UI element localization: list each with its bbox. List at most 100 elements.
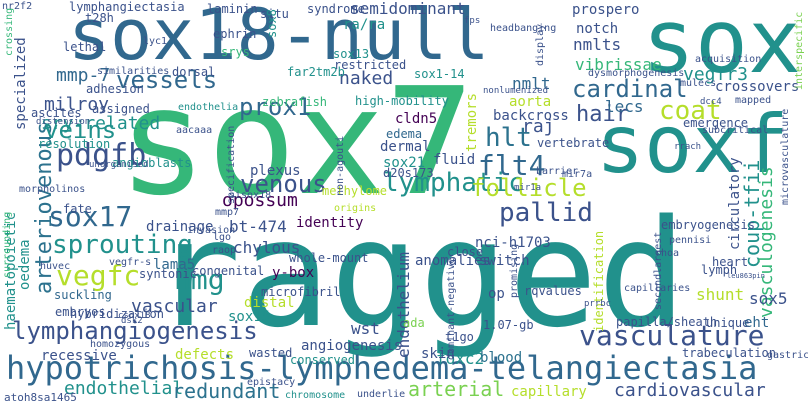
word-sox8: sox8 (265, 9, 279, 38)
word-close: close (447, 245, 484, 259)
word-hypotrichosis: hypotrichosis-lymphedema-telangiectasia (6, 349, 758, 387)
word-venous: venous (240, 170, 327, 198)
word-ragged: ragged (152, 188, 687, 360)
word-assigned: assigned (92, 102, 150, 116)
word-non-agouti: non-agouti (335, 135, 346, 196)
word-resolution: resolution (38, 137, 111, 151)
word-vessels: vessels (116, 66, 218, 94)
word-syndrome: syndrome (307, 2, 365, 16)
word-redundant: redundant (172, 379, 281, 403)
word-pallid: pallid (499, 198, 593, 228)
word-specialized: specialized (13, 37, 29, 130)
word-situ: situ (260, 7, 289, 21)
word-sisox18: sisox18 (229, 190, 272, 201)
word-crossovers: crossovers (715, 79, 800, 95)
word-unorganised: unorganised (89, 160, 149, 170)
word-capillary: capillary (511, 384, 587, 400)
word-edema: edema (386, 127, 423, 141)
word-raop: raop (212, 245, 237, 256)
word-dcc4: dcc4 (700, 97, 722, 107)
word-op: op (488, 286, 505, 302)
word-prox1: prox1 (239, 93, 312, 121)
word-sox13: sox13 (333, 47, 370, 61)
word-vasculature: vasculature (579, 319, 765, 352)
word-sox21: sox21 (383, 155, 426, 171)
word-mmp7: mmp7 (215, 207, 240, 218)
word-suckling: suckling (54, 288, 112, 302)
word-arterial: arterial (408, 377, 505, 401)
word-emergence: emergence (683, 116, 749, 130)
word-subcritical: subcritical (702, 125, 769, 136)
word-epistacy: epistacy (247, 377, 296, 388)
word-csox18: csox18 (118, 311, 151, 321)
word-hair: hair (576, 102, 629, 127)
word-underlie: underlie (357, 389, 406, 400)
word-ascites: ascites (31, 106, 82, 120)
word-prrbc: prrbc (584, 299, 612, 309)
word-dominant-negative: dominant-negative (446, 257, 457, 360)
word-sox15: sox15 (228, 309, 271, 325)
word-ada: ada (403, 316, 425, 330)
word-secondlargest: secondlargest (653, 231, 664, 310)
word-tremors: tremors (464, 92, 480, 152)
word-cardiovascular: cardiovascular (614, 380, 766, 401)
word-vegfc: vegfc (56, 259, 141, 292)
word-mir1a: mir1a (514, 183, 542, 193)
word-rhoa: rhoa (655, 248, 680, 259)
word-distension: distension (36, 117, 91, 127)
word-lyc1: lyc1 (143, 36, 168, 47)
word-zebrafish: zebrafish (262, 95, 328, 109)
word-restricted: restricted (334, 58, 407, 72)
word-nci-h1703: nci-h1703 (475, 235, 551, 251)
word-aorta: aorta (509, 94, 552, 110)
word-huvec: huvec (40, 261, 71, 272)
word-lama5: lama5 (153, 257, 196, 273)
word-similarities: similarities (97, 66, 170, 77)
word-t1go: t1go (445, 330, 474, 344)
word-heart: heart (712, 255, 749, 269)
word-conserved: conserved (290, 353, 356, 367)
word-methylome: methylome (322, 184, 388, 198)
word-recessive: recessive (41, 348, 117, 364)
word-vegfr-s: vegfr-s (109, 257, 152, 268)
word-notch: notch (576, 21, 619, 37)
word-sox18-null: sox18-null (68, 0, 490, 76)
word-high-mobility: high-mobility (355, 94, 449, 108)
word-soxf: soxf (596, 98, 789, 191)
word-flt4: flt4 (478, 149, 546, 182)
word-vertebrate: vertebrate (537, 136, 610, 150)
word-defects: defects (175, 347, 235, 363)
word-ephrin: ephrin (213, 27, 257, 41)
word-whole-mount: whole-mount (289, 251, 369, 265)
word-homozygous: homozygous (90, 339, 151, 350)
word-trabeculation: trabeculation (682, 346, 776, 360)
word-rqvalues: rqvalues (524, 284, 582, 298)
word-embryogenesis: embryogenesis (661, 218, 755, 232)
word-sry-related: sry-related (41, 113, 161, 134)
word-dorsal: dorsal (172, 65, 216, 79)
word-fps: fps (464, 16, 481, 26)
word-wst: wst (351, 319, 380, 338)
word-lymphangiectasia: lymphangiectasia (69, 0, 185, 14)
word-hmg: hmg (174, 263, 225, 296)
word-srys: srys (221, 45, 250, 59)
word-angioblasts: angioblasts (112, 156, 192, 170)
word-endothelia: endothelia (178, 102, 239, 113)
word-milroy: milroy (44, 94, 110, 115)
word-identity: identity (296, 215, 364, 231)
word-1-07-gb: 1.07-gb (483, 318, 534, 332)
word-pdgfb: pdgfb (56, 138, 147, 173)
word-circulatory: circulatory (727, 157, 743, 250)
word-hlt: hlt (485, 123, 532, 153)
word-endothelial: endothelial (64, 378, 184, 399)
word-papilla-sheath: papilla/sheath (616, 315, 718, 329)
word-mmp-7: mmp-7 (56, 65, 111, 86)
word-eht: eht (744, 315, 770, 331)
word-acquisition: acquisition (695, 54, 762, 65)
word-angiogenesis: angiogenesis (301, 338, 403, 354)
word-identification: identification (592, 230, 606, 332)
word-fate: fate (63, 202, 92, 216)
word-embryos: embryos (55, 305, 106, 319)
word-headbanging: headbanging (490, 23, 557, 34)
